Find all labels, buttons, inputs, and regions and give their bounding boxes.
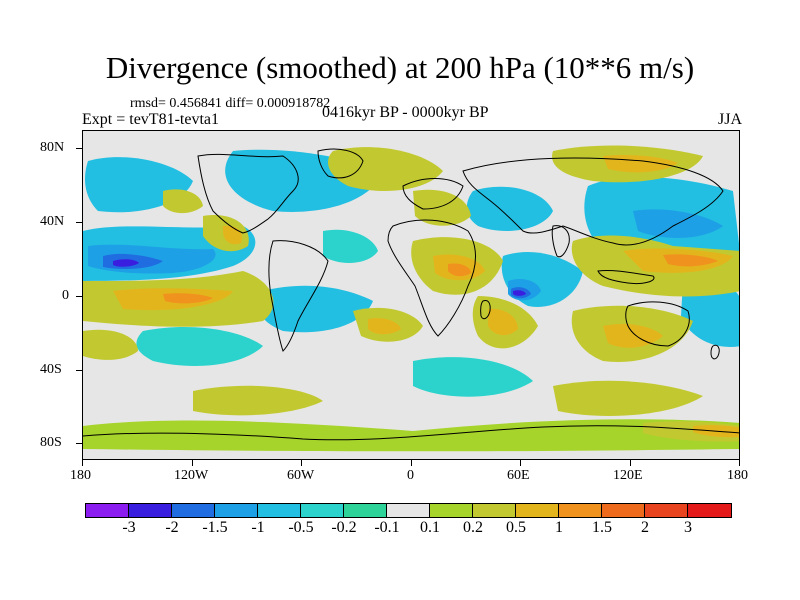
lat-label: 80N [40, 140, 65, 155]
colorbar-box [473, 504, 516, 517]
coastline-indonesia [597, 270, 655, 284]
region-neg [136, 326, 263, 366]
y-tick [76, 296, 82, 297]
y-tick [76, 443, 82, 444]
positive-divergence-regions [83, 145, 739, 452]
colorbar-label: 1 [555, 519, 563, 536]
colorbar-label: 3 [684, 519, 692, 536]
colorbar-box [387, 504, 430, 517]
colorbar-box [344, 504, 387, 517]
colorbar-label: -2 [165, 519, 179, 536]
region-pos [83, 329, 138, 360]
lat-label: 40N [40, 214, 65, 229]
period-label: 0416kyr BP - 0000kyr BP [322, 104, 489, 121]
region-neg [323, 229, 378, 263]
colorbar-label: -1.5 [202, 519, 228, 536]
colorbar-box [516, 504, 559, 517]
coastline-europe [402, 178, 464, 210]
colorbar-box [86, 504, 129, 517]
coastline-asia [462, 157, 724, 246]
colorbar-box [645, 504, 688, 517]
divergence-map [82, 130, 740, 460]
lon-label: 120W [174, 468, 209, 483]
negative-divergence-regions [83, 149, 739, 397]
region-pos [163, 293, 213, 304]
x-tick [630, 460, 631, 466]
coastline-india [551, 225, 570, 258]
colorbar-box [258, 504, 301, 517]
coastline-australia [625, 301, 690, 347]
y-tick [76, 148, 82, 149]
region-neg [513, 290, 526, 296]
colorbar-label: -0.5 [288, 519, 314, 536]
region-pos [448, 263, 471, 277]
coastline-madagascar [480, 300, 491, 320]
x-tick [411, 460, 412, 466]
colorbar-label: -3 [122, 519, 136, 536]
colorbar-box [559, 504, 602, 517]
region-neg [113, 259, 139, 267]
coastline-north-america [197, 153, 299, 234]
coastline-greenland [317, 148, 364, 179]
region-pos [193, 385, 323, 416]
region-pos [83, 419, 739, 452]
x-tick [192, 460, 193, 466]
x-tick [520, 460, 521, 466]
region-pos [368, 318, 401, 335]
experiment-label: Expt = tevT81-tevta1 [82, 111, 219, 128]
lon-label: 60E [507, 468, 530, 483]
coastline-new-zealand [710, 344, 720, 360]
colorbar-label: -0.1 [374, 519, 400, 536]
lon-label: 120E [613, 468, 643, 483]
season-label: JJA [717, 111, 742, 128]
region-pos [553, 380, 703, 416]
colorbar-label: 2 [641, 519, 649, 536]
lon-label: 180 [70, 468, 91, 483]
coastline-africa [387, 219, 476, 337]
lat-label: 80S [40, 435, 62, 450]
x-tick [82, 460, 83, 466]
coastline-south-america [268, 240, 329, 352]
y-tick [76, 370, 82, 371]
region-neg [413, 357, 533, 397]
coastlines [83, 148, 739, 441]
lon-label: 180 [727, 468, 748, 483]
colorbar-box [602, 504, 645, 517]
y-tick [76, 222, 82, 223]
colorbar-box [688, 504, 731, 517]
chart-title: Divergence (smoothed) at 200 hPa (10**6 … [105, 50, 695, 85]
colorbar-label: 1.5 [592, 519, 612, 536]
colorbar-label: -1 [251, 519, 265, 536]
colorbar-box [172, 504, 215, 517]
region-pos [603, 324, 663, 348]
colorbar-box [430, 504, 473, 517]
colorbar-box [215, 504, 258, 517]
region-neg [681, 279, 739, 347]
lat-label: 40S [40, 362, 62, 377]
region-pos [488, 308, 518, 336]
colorbar-label: -0.2 [331, 519, 357, 536]
lon-label: 0 [407, 468, 414, 483]
x-tick [301, 460, 302, 466]
colorbar [85, 503, 732, 518]
lat-label: 0 [62, 288, 69, 303]
lon-label: 60W [287, 468, 315, 483]
region-pos [328, 147, 443, 191]
map-svg [83, 131, 739, 459]
x-tick [739, 460, 740, 466]
region-pos [163, 189, 203, 214]
rmsd-diff-stats: rmsd= 0.456841 diff= 0.000918782 [130, 96, 331, 111]
colorbar-box [301, 504, 344, 517]
colorbar-label: 0.5 [506, 519, 526, 536]
coastline-antarctica [83, 425, 739, 441]
region-pos [413, 189, 471, 226]
region-neg [258, 285, 373, 333]
colorbar-label: 0.2 [463, 519, 483, 536]
colorbar-label: 0.1 [420, 519, 440, 536]
region-neg [466, 186, 553, 231]
region-pos [663, 254, 718, 267]
colorbar-box [129, 504, 172, 517]
